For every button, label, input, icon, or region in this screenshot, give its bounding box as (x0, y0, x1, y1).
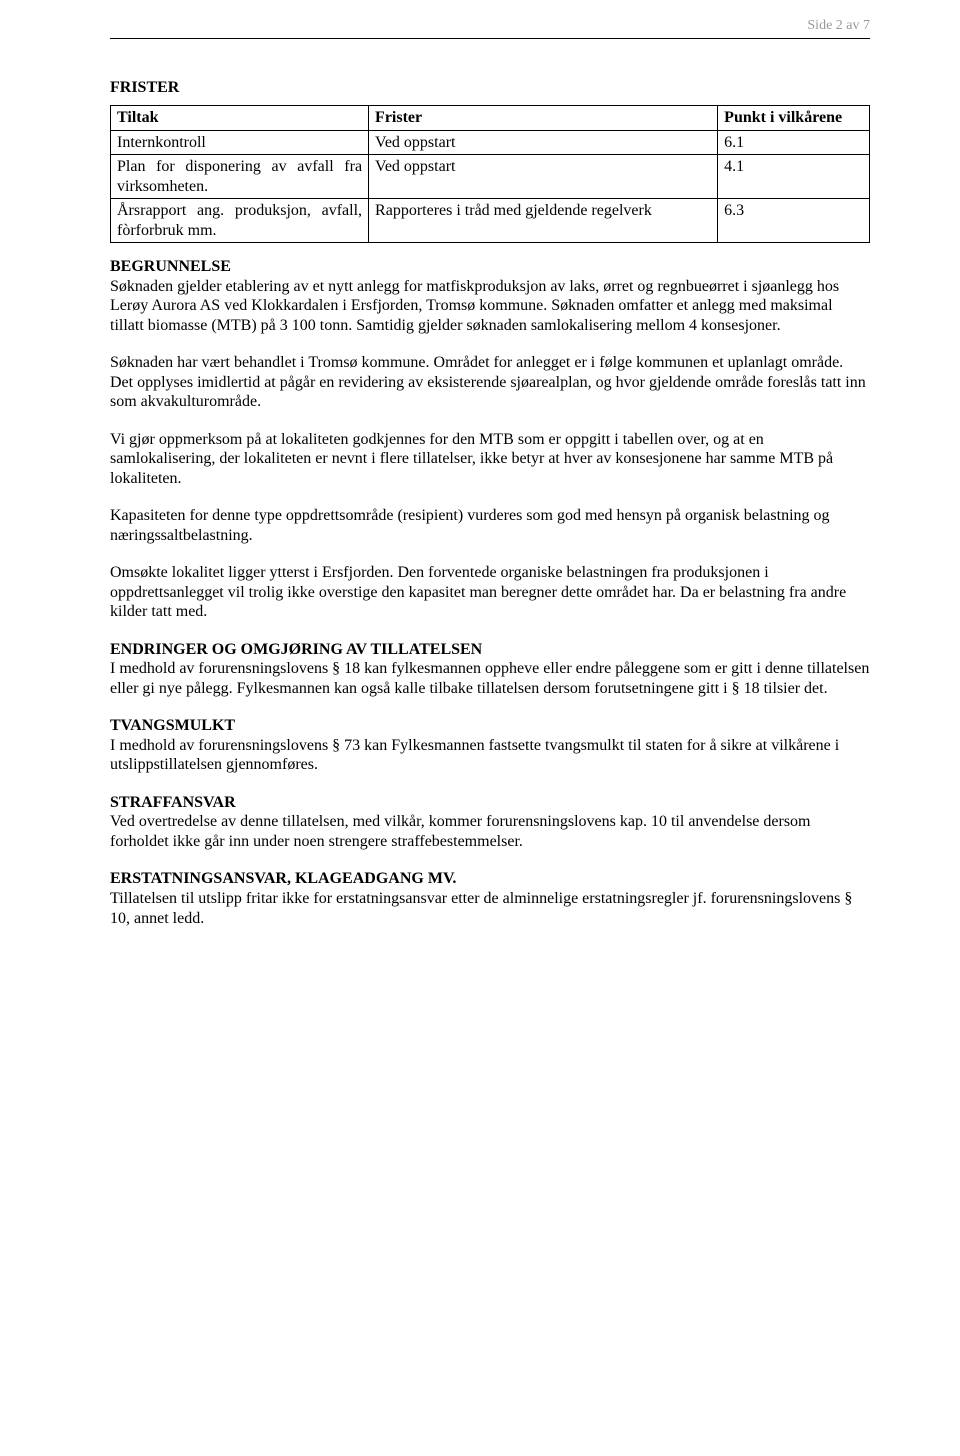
frister-table: Tiltak Frister Punkt i vilkårene Internk… (110, 105, 870, 243)
cell-tiltak: Årsrapport ang. produksjon, avfall, fòrf… (111, 199, 369, 243)
cell-frist: Rapporteres i tråd med gjeldende regelve… (369, 199, 718, 243)
header-rule (110, 38, 870, 39)
erstatning-block: ERSTATNINGSANSVAR, KLAGEADGANG MV. Tilla… (110, 869, 870, 928)
begrunnelse-p4: Kapasiteten for denne type oppdrettsområ… (110, 506, 870, 545)
table-header-row: Tiltak Frister Punkt i vilkårene (111, 106, 870, 131)
tvangsmulkt-block: TVANGSMULKT I medhold av forurensningslo… (110, 716, 870, 775)
straffansvar-block: STRAFFANSVAR Ved overtredelse av denne t… (110, 793, 870, 852)
document-page: Side 2 av 7 FRISTER Tiltak Frister Punkt… (0, 0, 960, 1456)
endringer-p1: I medhold av forurensningslovens § 18 ka… (110, 660, 869, 697)
cell-tiltak: Plan for disponering av avfall fra virks… (111, 155, 369, 199)
straffansvar-p1: Ved overtredelse av denne tillatelsen, m… (110, 813, 811, 850)
begrunnelse-p1: Søknaden gjelder etablering av et nytt a… (110, 278, 839, 334)
cell-frist: Ved oppstart (369, 155, 718, 199)
begrunnelse-heading: BEGRUNNELSE (110, 258, 231, 275)
endringer-heading: ENDRINGER OG OMGJØRING AV TILLATELSEN (110, 641, 482, 658)
table-row: Årsrapport ang. produksjon, avfall, fòrf… (111, 199, 870, 243)
col-header-punkt: Punkt i vilkårene (718, 106, 870, 131)
cell-tiltak: Internkontroll (111, 130, 369, 155)
begrunnelse-p3: Vi gjør oppmerksom på at lokaliteten god… (110, 430, 870, 489)
table-row: Internkontroll Ved oppstart 6.1 (111, 130, 870, 155)
cell-frist: Ved oppstart (369, 130, 718, 155)
frister-heading: FRISTER (110, 79, 870, 97)
table-row: Plan for disponering av avfall fra virks… (111, 155, 870, 199)
col-header-tiltak: Tiltak (111, 106, 369, 131)
cell-punkt: 6.3 (718, 199, 870, 243)
erstatning-heading: ERSTATNINGSANSVAR, KLAGEADGANG MV. (110, 870, 456, 887)
tvangsmulkt-p1: I medhold av forurensningslovens § 73 ka… (110, 737, 839, 774)
begrunnelse-p5: Omsøkte lokalitet ligger ytterst i Ersfj… (110, 563, 870, 622)
col-header-frister: Frister (369, 106, 718, 131)
erstatning-p1: Tillatelsen til utslipp fritar ikke for … (110, 890, 852, 927)
cell-punkt: 4.1 (718, 155, 870, 199)
straffansvar-heading: STRAFFANSVAR (110, 794, 236, 811)
begrunnelse-p2: Søknaden har vært behandlet i Tromsø kom… (110, 353, 870, 412)
tvangsmulkt-heading: TVANGSMULKT (110, 717, 235, 734)
cell-punkt: 6.1 (718, 130, 870, 155)
page-number: Side 2 av 7 (110, 18, 870, 34)
begrunnelse-block: BEGRUNNELSE Søknaden gjelder etablering … (110, 257, 870, 335)
endringer-block: ENDRINGER OG OMGJØRING AV TILLATELSEN I … (110, 640, 870, 699)
